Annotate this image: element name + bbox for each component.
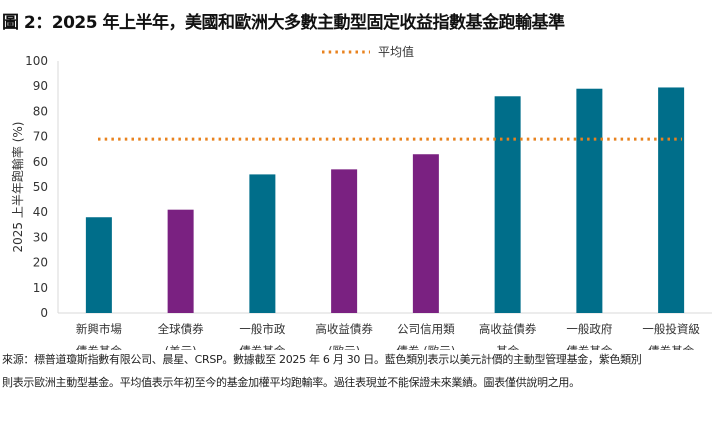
x-tick-label: 基金 [496,344,519,350]
x-tick-label: 債券 (歐元) [397,344,456,350]
bar [576,88,603,313]
chart-title: 圖 2：2025 年上半年，美國和歐洲大多數主動型固定收益指數基金跑輸基準 [2,13,565,33]
y-tick-label: 40 [33,205,48,219]
x-tick-label: 債券基金 [566,344,612,350]
x-tick-label: 公司信用類 [397,322,455,336]
x-tick-label: 債券基金 [648,344,694,350]
x-tick-label: 一般投資級 [642,322,700,336]
y-tick-label: 60 [33,155,48,169]
bar [249,174,276,313]
y-tick-label: 80 [33,104,48,118]
y-tick-label: 10 [33,281,48,295]
x-tick-label: 債券基金 [239,344,285,350]
bar [658,87,685,314]
bar [412,154,439,313]
bar [331,169,358,313]
x-tick-label: (歐元) [328,344,360,350]
x-tick-label: 債券基金 [76,344,122,350]
bar-chart: 0 10 20 30 40 50 60 70 80 90 100 2025 上半年跑輸率 (%) 新興市… [10,44,712,350]
source-note-line-1: 來源：標普道瓊斯指數有限公司、晨星、CRSP。數據截至 2025 年 6 月 3… [2,353,642,366]
bar [85,217,112,313]
y-tick-label: 30 [33,230,48,244]
x-tick-label: 一般政府 [566,322,612,336]
bar [167,209,194,313]
y-tick-label: 70 [33,130,48,144]
y-tick-label: 90 [33,79,48,93]
y-tick-label: 100 [25,54,48,68]
x-tick-label: 高收益債券 [315,322,373,336]
y-tick-label: 0 [40,306,48,320]
x-tick-label: 一般市政 [239,322,285,336]
legend-average-label: 平均值 [378,44,414,59]
y-axis-label: 2025 上半年跑輸率 (%) [10,122,25,253]
source-note-line-2: 則表示歐洲主動型基金。平均值表示年初至今的基金加權平均跑輸率。過往表現並不能保證… [2,376,580,389]
bar [494,96,521,313]
y-tick-label: 20 [33,256,48,270]
x-tick-label: 高收益債券 [479,322,537,336]
y-tick-label: 50 [33,180,48,194]
x-tick-label: 全球債券 [158,322,204,336]
x-tick-label: (美元) [165,344,197,350]
x-tick-label: 新興市場 [76,322,122,336]
